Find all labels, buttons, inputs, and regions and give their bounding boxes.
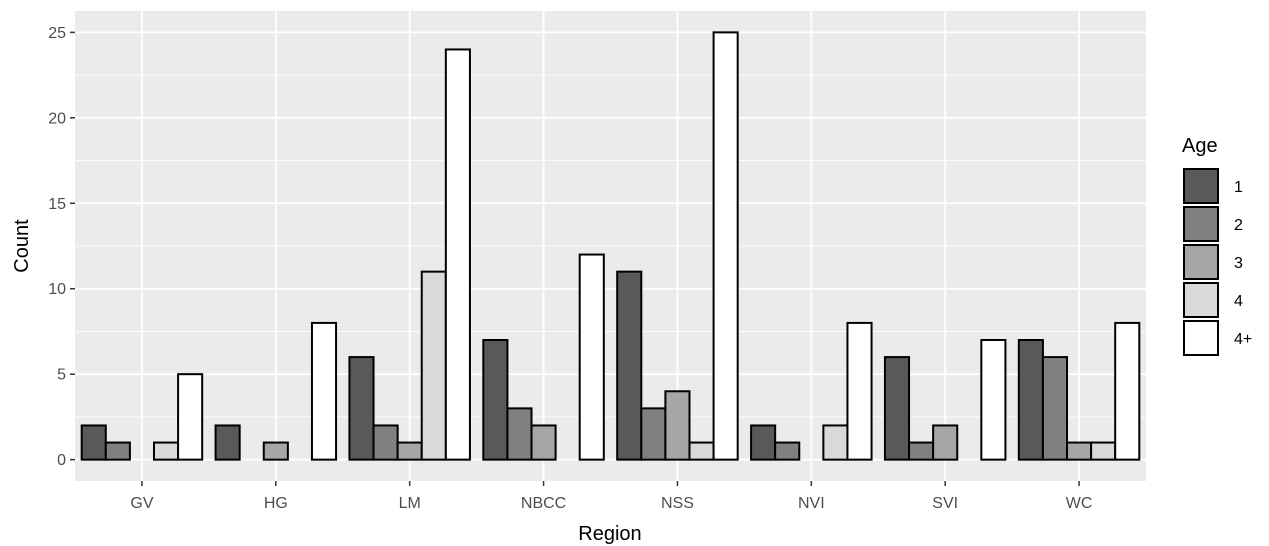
y-tick-label: 25 [48, 25, 66, 42]
x-tick-label: SVI [932, 495, 958, 512]
legend: Age 1 2 3 4 4+ [1182, 135, 1252, 356]
bars [80, 31, 1141, 461]
legend-label: 3 [1234, 255, 1243, 272]
y-axis-title: Count [11, 219, 33, 273]
y-axis: 0 5 10 15 20 25 [48, 25, 75, 469]
x-tick-label: NSS [661, 495, 694, 512]
x-axis-title: Region [578, 523, 641, 545]
x-tick-label: GV [130, 495, 153, 512]
bar-lm-age-3 [396, 441, 423, 461]
bar-nvi-age-2 [774, 441, 801, 461]
bar-lm-age-2 [372, 424, 399, 461]
legend-key-4 [1183, 282, 1219, 318]
x-tick-label: NVI [798, 495, 825, 512]
bar-wc-age-2 [1041, 356, 1069, 461]
bar-nvi-age-4 [822, 424, 849, 461]
y-tick-label: 5 [57, 367, 66, 384]
bar-nvi-age-1 [750, 424, 777, 461]
bar-nvi-age-4plus [846, 321, 873, 461]
bar-gv-age-1 [80, 424, 107, 461]
x-tick-label: HG [264, 495, 288, 512]
bar-lm-age-4plus [444, 48, 471, 461]
x-axis: GV HG LM NBCC NSS NVI SVI WC [130, 481, 1092, 512]
x-tick-label: WC [1066, 495, 1093, 512]
legend-key-1 [1183, 168, 1219, 204]
x-tick-label: LM [399, 495, 421, 512]
bar-hg-age-1 [214, 424, 241, 461]
legend-key-4plus [1183, 320, 1219, 356]
bar-svi-age-2 [908, 441, 935, 461]
legend-key-2 [1183, 206, 1219, 242]
bar-wc-age-3 [1066, 441, 1093, 461]
y-tick-label: 0 [57, 452, 66, 469]
y-tick-label: 15 [48, 196, 66, 213]
bar-nss-age-4 [688, 441, 715, 461]
bar-nss-age-4plus [712, 31, 739, 461]
bar-svi-age-4plus [980, 339, 1007, 461]
bar-nss-age-1 [616, 270, 643, 461]
legend-title: Age [1182, 135, 1218, 157]
bar-nbcc-age-1 [482, 339, 509, 461]
bar-hg-age-4plus [310, 321, 338, 461]
bar-nbcc-age-4plus [578, 253, 605, 461]
legend-label: 2 [1234, 217, 1243, 234]
y-tick-label: 10 [48, 281, 66, 298]
gridlines [75, 11, 1146, 481]
bar-svi-age-1 [883, 356, 911, 461]
bar-nbcc-age-3 [530, 424, 557, 461]
legend-key-3 [1183, 244, 1219, 280]
bar-gv-age-4 [152, 441, 180, 461]
bar-lm-age-4 [420, 270, 447, 461]
bar-wc-age-4 [1090, 441, 1117, 461]
bar-wc-age-4plus [1114, 321, 1141, 461]
x-tick-label: NBCC [521, 495, 566, 512]
y-tick-label: 20 [48, 110, 66, 127]
bar-gv-age-2 [104, 441, 131, 461]
legend-label: 4 [1234, 293, 1243, 310]
bar-nss-age-2 [640, 407, 667, 461]
legend-label: 4+ [1234, 331, 1252, 348]
bar-hg-age-3 [262, 441, 289, 461]
bar-wc-age-1 [1017, 339, 1044, 461]
bar-nss-age-3 [664, 390, 691, 461]
bar-gv-age-4plus [177, 373, 204, 461]
bar-svi-age-3 [932, 424, 959, 461]
bar-nbcc-age-2 [506, 407, 533, 461]
legend-label: 1 [1234, 179, 1243, 196]
bar-lm-age-1 [348, 356, 375, 461]
